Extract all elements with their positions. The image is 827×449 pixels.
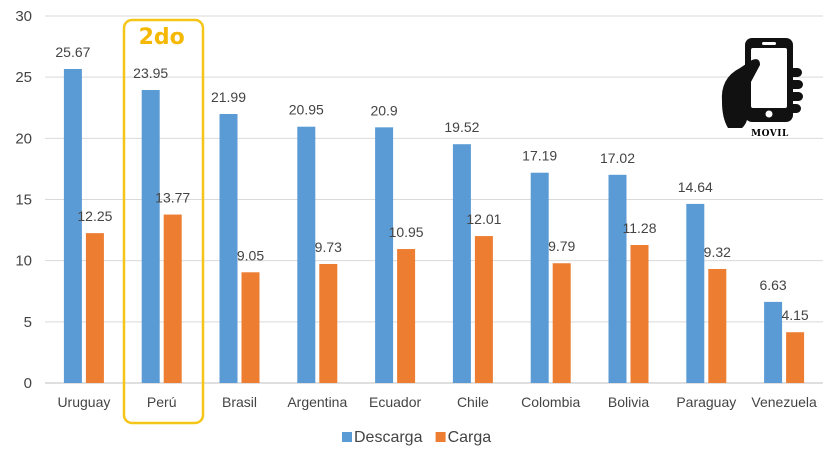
legend-swatch	[342, 432, 352, 442]
bar-descarga-uruguay	[63, 68, 82, 383]
bar-carga-brasil	[241, 272, 260, 383]
bar-carga-perú	[163, 214, 182, 383]
category-label: Perú	[147, 394, 177, 410]
bar-descarga-paraguay	[686, 203, 705, 383]
data-label: 12.25	[77, 208, 112, 224]
category-label: Brasil	[222, 394, 257, 410]
data-label: 17.19	[522, 148, 557, 164]
bar-descarga-ecuador	[375, 127, 394, 383]
movil-badge: MOVIL	[721, 38, 803, 139]
bar-descarga-brasil	[219, 113, 238, 383]
data-label: 23.95	[133, 65, 168, 81]
category-label: Chile	[457, 394, 489, 410]
data-label: 4.15	[781, 307, 808, 323]
highlight-box	[122, 18, 205, 425]
legend-label: Carga	[448, 429, 492, 446]
category-label: Venezuela	[751, 394, 817, 410]
bar-descarga-colombia	[530, 172, 549, 383]
y-tick-label: 0	[24, 375, 32, 392]
category-labels: Uruguay Perú Brasil Argentina Ecuador Chile Co…	[57, 394, 817, 410]
category-label: Paraguay	[676, 394, 736, 410]
y-tick-label: 5	[24, 314, 32, 331]
bar-carga-colombia	[552, 263, 571, 383]
y-tick-label: 30	[15, 8, 32, 25]
category-label: Bolivia	[608, 394, 649, 410]
data-label: 25.67	[55, 44, 90, 60]
y-axis-ticks: 0 5 10 15 20 25 30	[15, 8, 32, 392]
category-label: Colombia	[521, 394, 580, 410]
data-label: 9.05	[237, 247, 264, 263]
category-label: Argentina	[287, 394, 347, 410]
category-label: Ecuador	[369, 394, 421, 410]
bar-carga-ecuador	[397, 249, 416, 383]
data-label: 9.32	[704, 244, 731, 260]
bar-carga-bolivia	[630, 245, 649, 383]
legend-swatch	[435, 432, 446, 442]
legend: Descarga Carga	[342, 429, 491, 446]
bar-carga-argentina	[319, 263, 338, 383]
bar-descarga-venezuela	[764, 301, 783, 383]
bar-carga-venezuela	[786, 332, 805, 383]
data-label: 20.9	[370, 102, 397, 118]
bar-descarga-argentina	[297, 126, 316, 383]
data-label: 20.95	[289, 102, 324, 118]
bar-carga-chile	[474, 236, 493, 383]
bars	[63, 68, 805, 384]
bar-carga-uruguay	[85, 233, 104, 383]
data-label: 14.64	[678, 179, 713, 195]
data-label: 10.95	[389, 224, 424, 240]
legend-label: Descarga	[354, 429, 423, 446]
data-label: 13.77	[155, 190, 190, 206]
highlight-annotation: 2do	[122, 18, 205, 425]
y-tick-label: 10	[15, 253, 32, 270]
data-label: 6.63	[759, 277, 786, 293]
badge-label: MOVIL	[751, 129, 789, 139]
bar-descarga-chile	[452, 144, 471, 383]
data-label: 11.28	[623, 220, 657, 236]
data-label: 19.52	[444, 119, 479, 135]
y-tick-label: 20	[15, 130, 32, 147]
data-label: 17.02	[600, 150, 635, 166]
y-tick-label: 25	[15, 69, 32, 86]
data-label: 12.01	[466, 211, 501, 227]
data-labels: 25.67 12.25 23.95 13.77 21.99 9.05 20.95 9.73 20…	[55, 44, 809, 323]
data-label: 9.79	[548, 238, 575, 254]
y-tick-label: 15	[15, 192, 32, 209]
data-label: 9.73	[315, 239, 342, 255]
bar-carga-paraguay	[708, 268, 727, 383]
data-label: 21.99	[211, 89, 246, 105]
highlight-label: 2do	[139, 25, 185, 50]
category-label: Uruguay	[57, 394, 110, 410]
bar-descarga-perú	[141, 90, 160, 384]
bar-descarga-bolivia	[608, 174, 627, 383]
phone-hand-icon	[721, 38, 803, 128]
